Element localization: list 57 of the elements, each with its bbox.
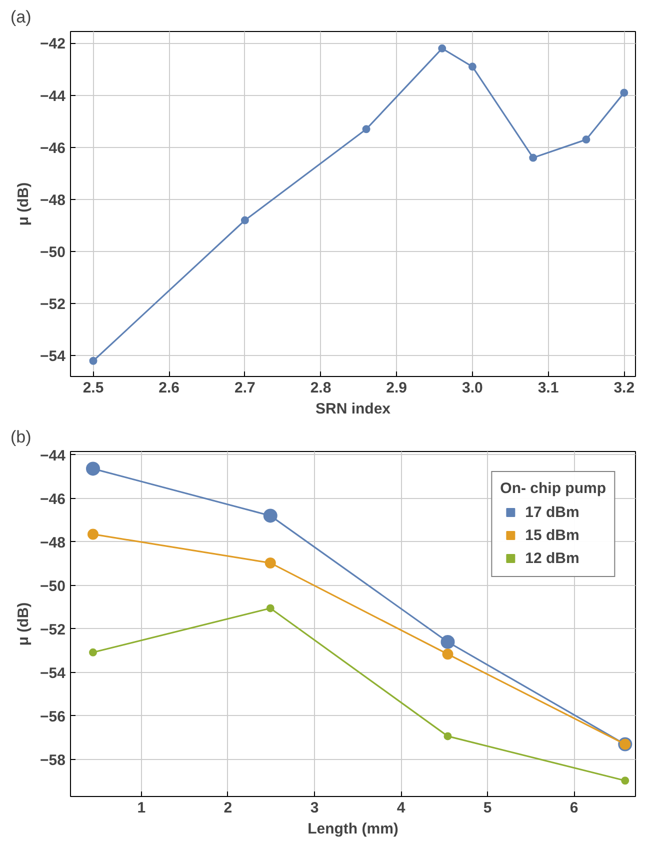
x-tick-label: 2.7	[234, 380, 256, 396]
legend-title: On- chip pump	[500, 480, 606, 497]
x-axis-title: Length (mm)	[308, 820, 398, 838]
point	[264, 557, 276, 568]
y-tick-label: −52	[40, 621, 66, 638]
y-tick-label: −46	[40, 140, 66, 157]
y-tick-label: −54	[40, 664, 66, 682]
point	[620, 88, 628, 97]
point	[442, 648, 454, 660]
x-tick-label: 2.9	[386, 380, 408, 396]
chart-title: (b)	[10, 428, 32, 446]
point	[89, 356, 98, 365]
x-tick-label: 3	[310, 800, 319, 816]
point	[440, 634, 455, 649]
y-tick-label: −46	[40, 490, 66, 508]
point	[240, 216, 249, 224]
y-tick-label: −52	[40, 296, 66, 314]
point	[88, 648, 97, 656]
point	[438, 44, 446, 52]
point	[87, 528, 98, 540]
point	[362, 125, 370, 134]
chart-title: (a)	[10, 8, 32, 26]
x-axis-title: SRN index	[315, 400, 392, 418]
x-tick-label: 3.0	[462, 380, 483, 396]
point	[263, 508, 278, 523]
y-axis-title: μ (dB)	[15, 182, 32, 226]
y-tick-label: −48	[40, 192, 66, 209]
y-tick-label: −50	[40, 578, 66, 595]
y-tick-label: −44	[40, 88, 66, 105]
x-tick-label: 2	[224, 800, 232, 816]
y-tick-label: −42	[40, 36, 66, 53]
x-tick-label: 2.5	[82, 380, 104, 396]
x-tick-label: 3.2	[614, 380, 635, 396]
x-tick-label: 2.6	[158, 380, 180, 396]
x-tick-label: 6	[570, 800, 578, 816]
y-tick-label: −54	[40, 348, 66, 366]
y-tick-label: −58	[40, 752, 66, 769]
x-tick-label: 5	[483, 800, 492, 816]
point	[444, 732, 452, 740]
point	[621, 776, 630, 785]
point	[582, 136, 590, 144]
legend-label: 15 dBm	[525, 526, 580, 544]
y-tick-label: −56	[40, 708, 66, 726]
y-tick-label: −48	[40, 534, 66, 552]
point	[468, 62, 476, 71]
x-tick-label: 2.8	[310, 380, 332, 396]
y-tick-label: −50	[40, 244, 66, 262]
point	[86, 462, 100, 476]
x-tick-label: 1	[137, 800, 146, 816]
x-tick-label: 4	[396, 800, 406, 816]
x-tick-label: 3.1	[538, 380, 559, 396]
point	[266, 604, 274, 612]
legend-label: 17 dBm	[525, 504, 580, 520]
y-axis-title: μ (dB)	[15, 602, 32, 646]
point	[529, 154, 538, 162]
y-tick-label: −44	[40, 447, 66, 464]
legend-label: 12 dBm	[525, 550, 580, 566]
